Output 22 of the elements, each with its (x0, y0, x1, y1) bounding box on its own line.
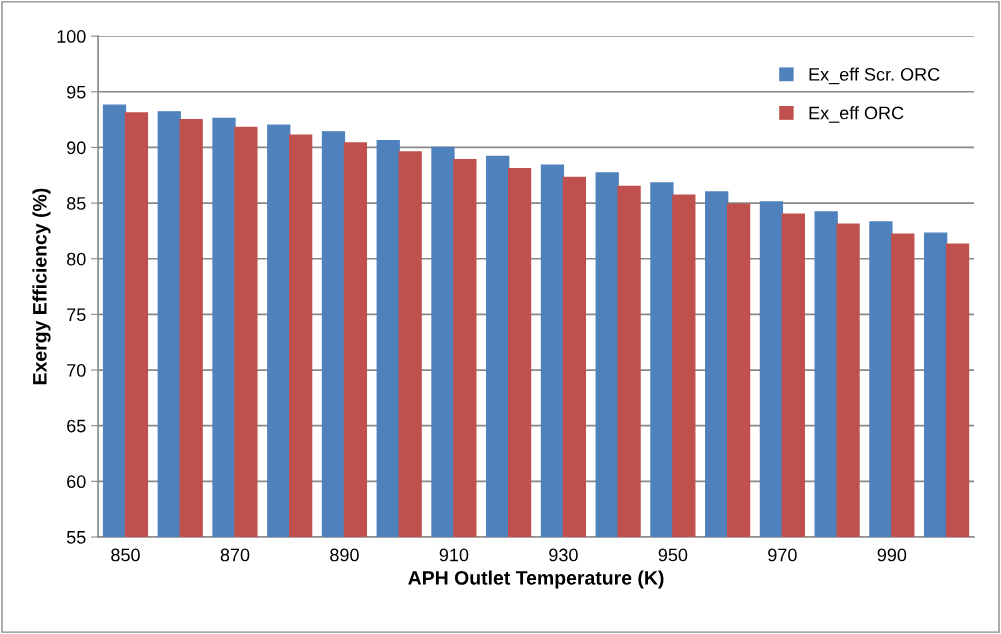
x-tick-label: 970 (768, 548, 797, 562)
legend-label: Ex_eff Scr. ORC (809, 67, 940, 85)
x-tick-label: 990 (877, 548, 907, 562)
x-tick-label: 950 (658, 548, 688, 562)
y-tick-label: 100 (57, 30, 86, 43)
y-tick-label: 55 (66, 531, 86, 544)
y-axis-title: Exergy Efficiency (%) (32, 188, 51, 385)
y-tick-label: 70 (67, 363, 86, 377)
legend-label: Ex_eff ORC (809, 106, 904, 123)
y-tick-label: 75 (67, 308, 86, 322)
y-tick-label: 80 (67, 252, 86, 266)
x-tick-label: 930 (549, 548, 578, 562)
x-tick-label: 890 (330, 548, 359, 562)
y-tick-label: 85 (67, 197, 86, 210)
y-tick-label: 65 (67, 419, 86, 433)
x-axis-title: APH Outlet Temperature (K) (408, 570, 664, 589)
y-tick-label: 95 (67, 85, 86, 99)
x-tick-label: 850 (111, 548, 140, 562)
x-tick-label: 870 (220, 548, 250, 562)
y-tick-label: 90 (67, 141, 86, 155)
x-tick-label: 910 (439, 548, 469, 562)
y-tick-label: 60 (67, 475, 86, 489)
